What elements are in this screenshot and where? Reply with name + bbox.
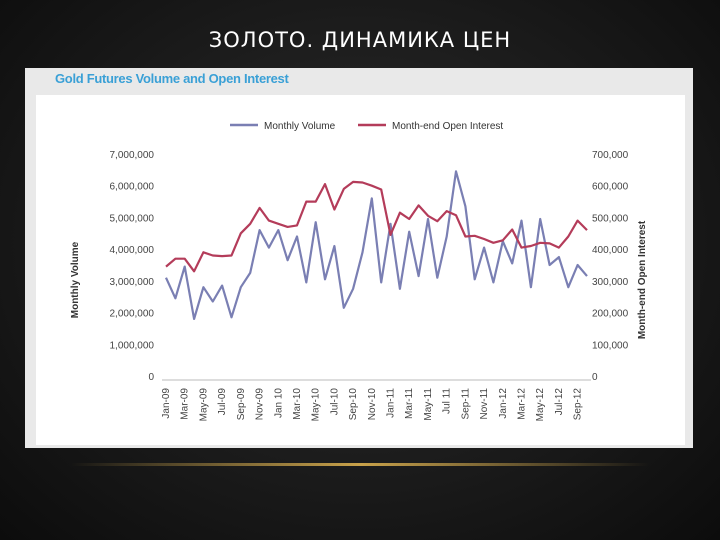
slide-title: ЗОЛОТО. ДИНАМИКА ЦЕН	[208, 28, 512, 52]
chart-title: Gold Futures Volume and Open Interest	[55, 71, 289, 86]
x-tick-label: Jul 11	[442, 388, 453, 414]
x-tick-label: May-09	[198, 388, 209, 422]
x-tick-label: Mar-11	[404, 388, 415, 419]
chart-svg: Monthly Volume Month-end Open Interest M…	[70, 121, 648, 422]
decorative-divider	[70, 463, 650, 466]
x-tick-label: May-10	[311, 388, 322, 422]
y-tick-label-right: 700,000	[592, 150, 629, 161]
x-tick-label: Mar-10	[292, 388, 303, 420]
y-tick-label-right: 400,000	[592, 245, 629, 256]
x-tick-label: Jan 10	[273, 388, 284, 418]
x-tick-label: Jul-12	[554, 388, 565, 416]
y-tick-label-left: 0	[148, 372, 154, 383]
x-tick-label: Sep-10	[348, 388, 359, 421]
y-tick-label-right: 600,000	[592, 182, 629, 193]
x-tick-label: Jan-09	[161, 388, 172, 419]
x-tick-label: May-12	[535, 388, 546, 422]
y-tick-label-right: 500,000	[592, 213, 629, 224]
series-line-monthly-volume	[164, 170, 588, 320]
x-tick-label: Sep-11	[460, 388, 471, 420]
y-axis-right-label: Month-end Open Interest	[637, 220, 648, 339]
x-tick-label: Nov-11	[479, 388, 490, 420]
y-tick-label-right: 300,000	[592, 277, 629, 288]
legend-label-open-interest: Month-end Open Interest	[392, 121, 503, 132]
y-tick-label-left: 5,000,000	[110, 213, 155, 224]
y-tick-label-right: 200,000	[592, 309, 629, 320]
series-line-open-interest	[165, 180, 588, 273]
y-tick-label-left: 1,000,000	[110, 340, 155, 351]
x-tick-label: Jul-10	[329, 388, 340, 416]
x-tick-label: Jan-11	[386, 388, 397, 418]
x-tick-label: Jul-09	[217, 388, 228, 416]
x-tick-label: May-11	[423, 388, 434, 421]
x-tick-label: Nov-10	[367, 388, 378, 421]
x-tick-label: Mar-12	[517, 388, 528, 420]
y-tick-label-left: 6,000,000	[110, 182, 155, 193]
chart-panel: Gold Futures Volume and Open Interest Mo…	[25, 68, 693, 448]
x-tick-label: Sep-09	[236, 388, 247, 421]
y-tick-label-left: 3,000,000	[110, 277, 155, 288]
legend: Monthly Volume Month-end Open Interest	[230, 121, 503, 132]
x-tick-label: Sep-12	[573, 388, 584, 421]
y-tick-label-left: 4,000,000	[110, 245, 155, 256]
y-tick-label-left: 7,000,000	[110, 150, 155, 161]
x-tick-label: Nov-09	[255, 388, 266, 421]
plot-area: Monthly Volume Month-end Open Interest M…	[36, 95, 685, 445]
legend-label-volume: Monthly Volume	[264, 121, 336, 132]
y-tick-label-right: 100,000	[592, 340, 629, 351]
y-tick-label-right: 0	[592, 372, 598, 383]
y-axis-left-label: Monthly Volume	[70, 241, 81, 318]
y-tick-label-left: 2,000,000	[110, 309, 155, 320]
x-tick-label: Mar-09	[180, 388, 191, 420]
x-tick-label: Jan-12	[498, 388, 509, 419]
